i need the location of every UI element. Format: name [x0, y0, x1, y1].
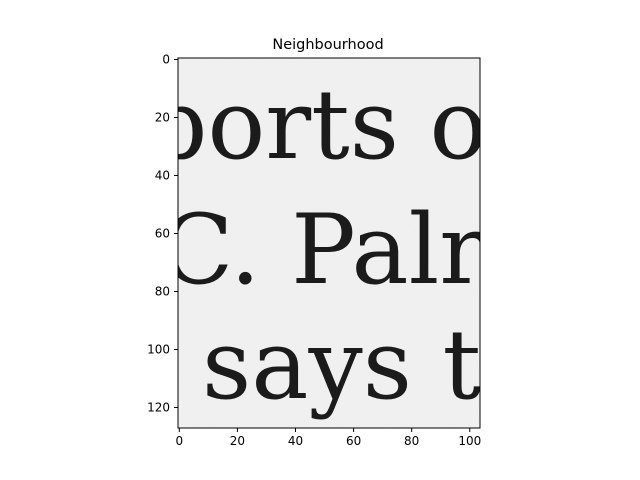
x-tick-label: 100	[458, 434, 481, 448]
y-tick-label: 0	[162, 53, 170, 67]
y-tick-label: 20	[155, 111, 170, 125]
x-tick-label: 60	[346, 434, 361, 448]
x-tick-label: 20	[230, 434, 245, 448]
axes-frame	[177, 57, 481, 429]
y-axis: 0 20 40 60 80 100 120	[147, 53, 178, 415]
x-axis: 0 20 40 60 80 100	[175, 428, 481, 448]
scan-line-1: ports of	[146, 69, 529, 181]
scanned-text-image: ports of C. Palr says t	[146, 58, 529, 428]
y-tick-label: 60	[155, 227, 170, 241]
scan-line-3: says t	[202, 309, 481, 421]
y-tick-label: 80	[155, 285, 170, 299]
y-tick-label: 40	[155, 169, 170, 183]
scan-line-2: C. Palr	[160, 194, 485, 306]
y-tick-label: 100	[147, 343, 170, 357]
x-tick-label: 80	[404, 434, 419, 448]
x-tick-label: 0	[175, 434, 183, 448]
y-tick-label: 120	[147, 401, 170, 415]
figure-title: Neighbourhood	[272, 37, 383, 53]
x-tick-label: 40	[288, 434, 303, 448]
image-grain	[178, 58, 480, 428]
